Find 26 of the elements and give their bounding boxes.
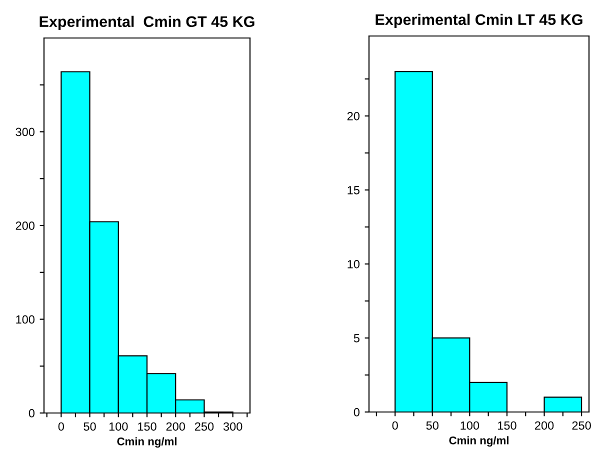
y-tick-label: 200 [16,222,35,230]
chart-title: Experimental Cmin GT 45 KG [40,16,254,30]
x-tick-label: 250 [572,421,591,430]
y-tick-label: 0 [28,409,35,418]
x-tick-label: 200 [166,422,185,431]
x-tick-label: 0 [58,422,64,431]
y-tick-label: 100 [16,315,35,324]
x-axis-title: Cmin ng/ml [117,437,176,448]
x-tick-label: 50 [426,421,438,430]
x-tick-label: 200 [535,421,554,430]
y-tick-label: 10 [348,260,360,268]
x-tick-label: 150 [498,421,516,430]
x-axis-title: Cmin ng/ml [449,436,508,447]
y-tick-label: 15 [348,186,360,194]
x-tick-label: 250 [194,422,214,431]
x-tick-label: 0 [392,421,398,430]
x-tick-label: 300 [223,422,242,431]
y-tick-label: 0 [354,408,360,416]
chart-title: Experimental Cmin LT 45 KG [376,14,582,28]
y-tick-label: 20 [347,112,360,120]
x-tick-label: 100 [460,421,480,430]
x-tick-label: 100 [109,422,128,431]
x-tick-label: 50 [84,422,96,431]
y-tick-label: 5 [354,334,360,342]
x-tick-label: 150 [138,422,156,431]
y-tick-label: 300 [16,128,35,136]
